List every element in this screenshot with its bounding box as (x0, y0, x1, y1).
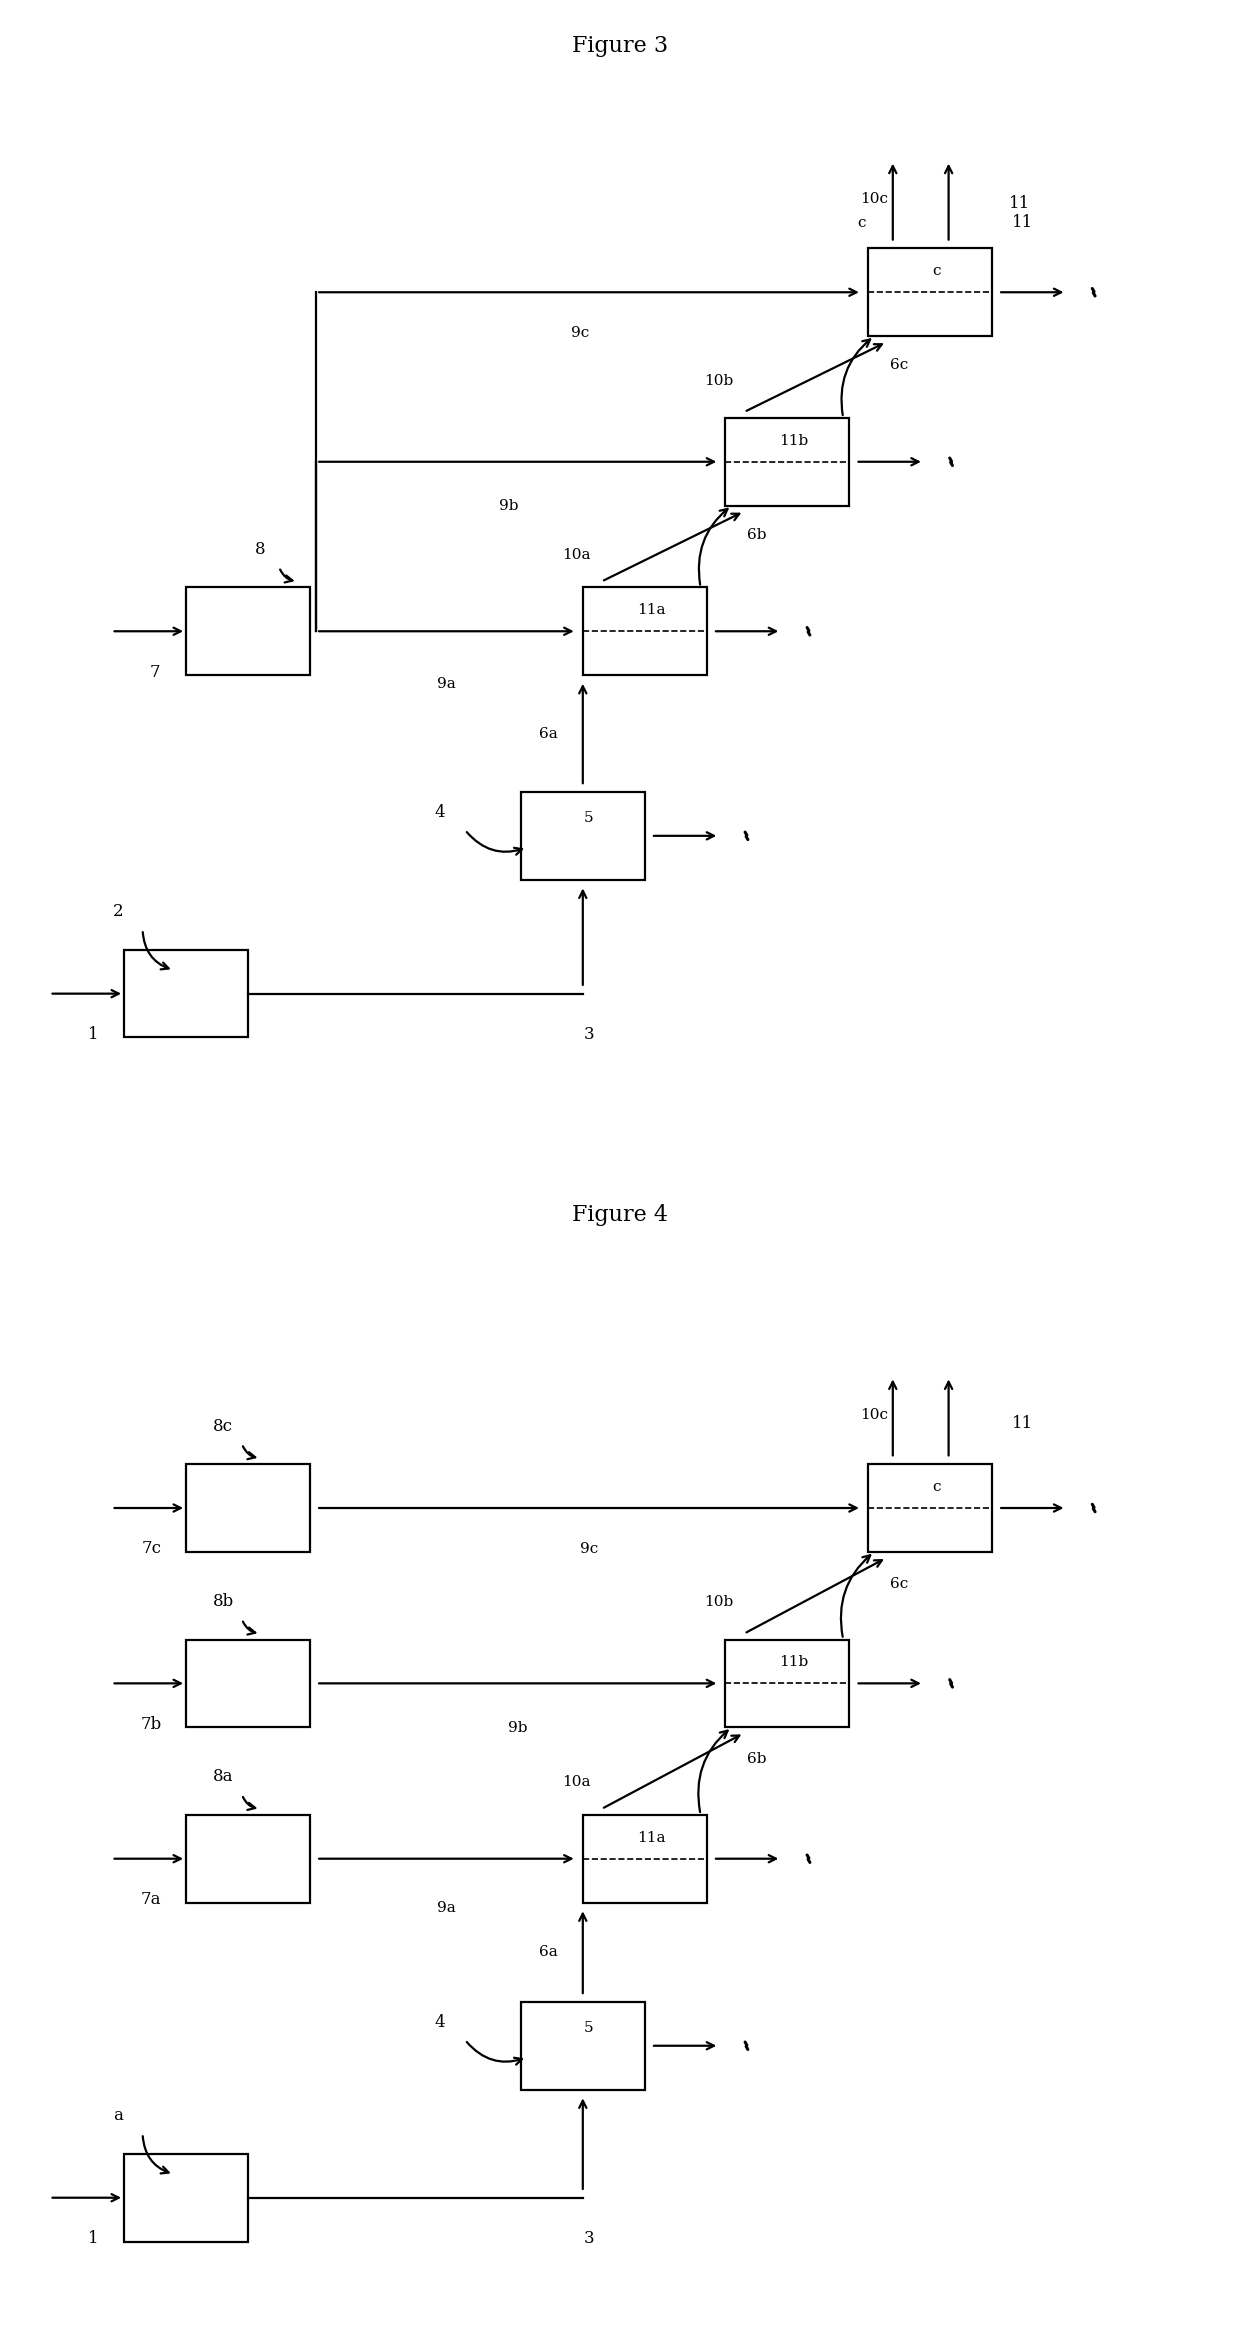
Text: 11b: 11b (779, 1655, 808, 1669)
Text: c: c (858, 215, 866, 229)
Bar (583, 587, 707, 676)
Text: 8a: 8a (213, 1768, 233, 1786)
Text: 10a: 10a (563, 547, 590, 561)
Text: 11a: 11a (637, 603, 665, 617)
Text: 11b: 11b (779, 435, 808, 447)
Bar (725, 419, 849, 505)
Bar (868, 248, 992, 337)
Text: 9a: 9a (436, 678, 456, 690)
Text: 6b: 6b (746, 528, 766, 542)
Text: 8: 8 (255, 540, 265, 559)
Text: 11: 11 (1012, 215, 1034, 231)
Text: 7a: 7a (141, 1891, 161, 1908)
Text: 6a: 6a (538, 1945, 558, 1959)
Bar (725, 1639, 849, 1728)
Text: 7c: 7c (141, 1541, 161, 1557)
Text: a: a (113, 2107, 123, 2125)
Bar (521, 2001, 645, 2090)
Text: 9a: 9a (436, 1901, 456, 1915)
Text: 5: 5 (584, 811, 594, 825)
Bar (868, 1464, 992, 1552)
Text: c: c (932, 264, 940, 278)
Text: 4: 4 (435, 804, 445, 821)
Bar (583, 1814, 707, 1903)
Text: c: c (932, 1480, 940, 1494)
Text: 11a: 11a (637, 1831, 665, 1845)
Bar (186, 587, 310, 676)
Text: 11: 11 (1012, 1414, 1034, 1431)
Text: 10a: 10a (563, 1775, 590, 1789)
Text: 8c: 8c (213, 1417, 233, 1436)
Text: 7: 7 (150, 664, 160, 680)
Bar (186, 1814, 310, 1903)
Text: 9c: 9c (580, 1543, 598, 1555)
Text: 11: 11 (1008, 196, 1030, 213)
Text: 10c: 10c (861, 192, 888, 206)
Text: 9c: 9c (570, 327, 589, 339)
Text: 1: 1 (88, 2230, 98, 2247)
Text: 2: 2 (113, 902, 123, 921)
Text: 6a: 6a (538, 727, 558, 741)
Text: Figure 4: Figure 4 (572, 1204, 668, 1225)
Text: 8b: 8b (212, 1592, 234, 1611)
Text: 10b: 10b (704, 1595, 734, 1609)
Text: 6c: 6c (890, 358, 908, 372)
Text: Figure 3: Figure 3 (572, 35, 668, 56)
Text: 3: 3 (584, 1026, 594, 1043)
Text: 3: 3 (584, 2230, 594, 2247)
Text: 9b: 9b (498, 500, 518, 512)
Bar (521, 793, 645, 879)
Bar (124, 2153, 248, 2242)
Bar (124, 949, 248, 1038)
Bar (186, 1639, 310, 1728)
Text: 6b: 6b (746, 1754, 766, 1765)
Text: 4: 4 (435, 2013, 445, 2032)
Text: 6c: 6c (890, 1578, 908, 1590)
Text: 1: 1 (88, 1026, 98, 1043)
Text: 10c: 10c (861, 1407, 888, 1422)
Text: 9b: 9b (508, 1721, 527, 1735)
Text: 10b: 10b (704, 374, 734, 388)
Text: 5: 5 (584, 2022, 594, 2034)
Text: 7b: 7b (140, 1716, 162, 1732)
Bar (186, 1464, 310, 1552)
